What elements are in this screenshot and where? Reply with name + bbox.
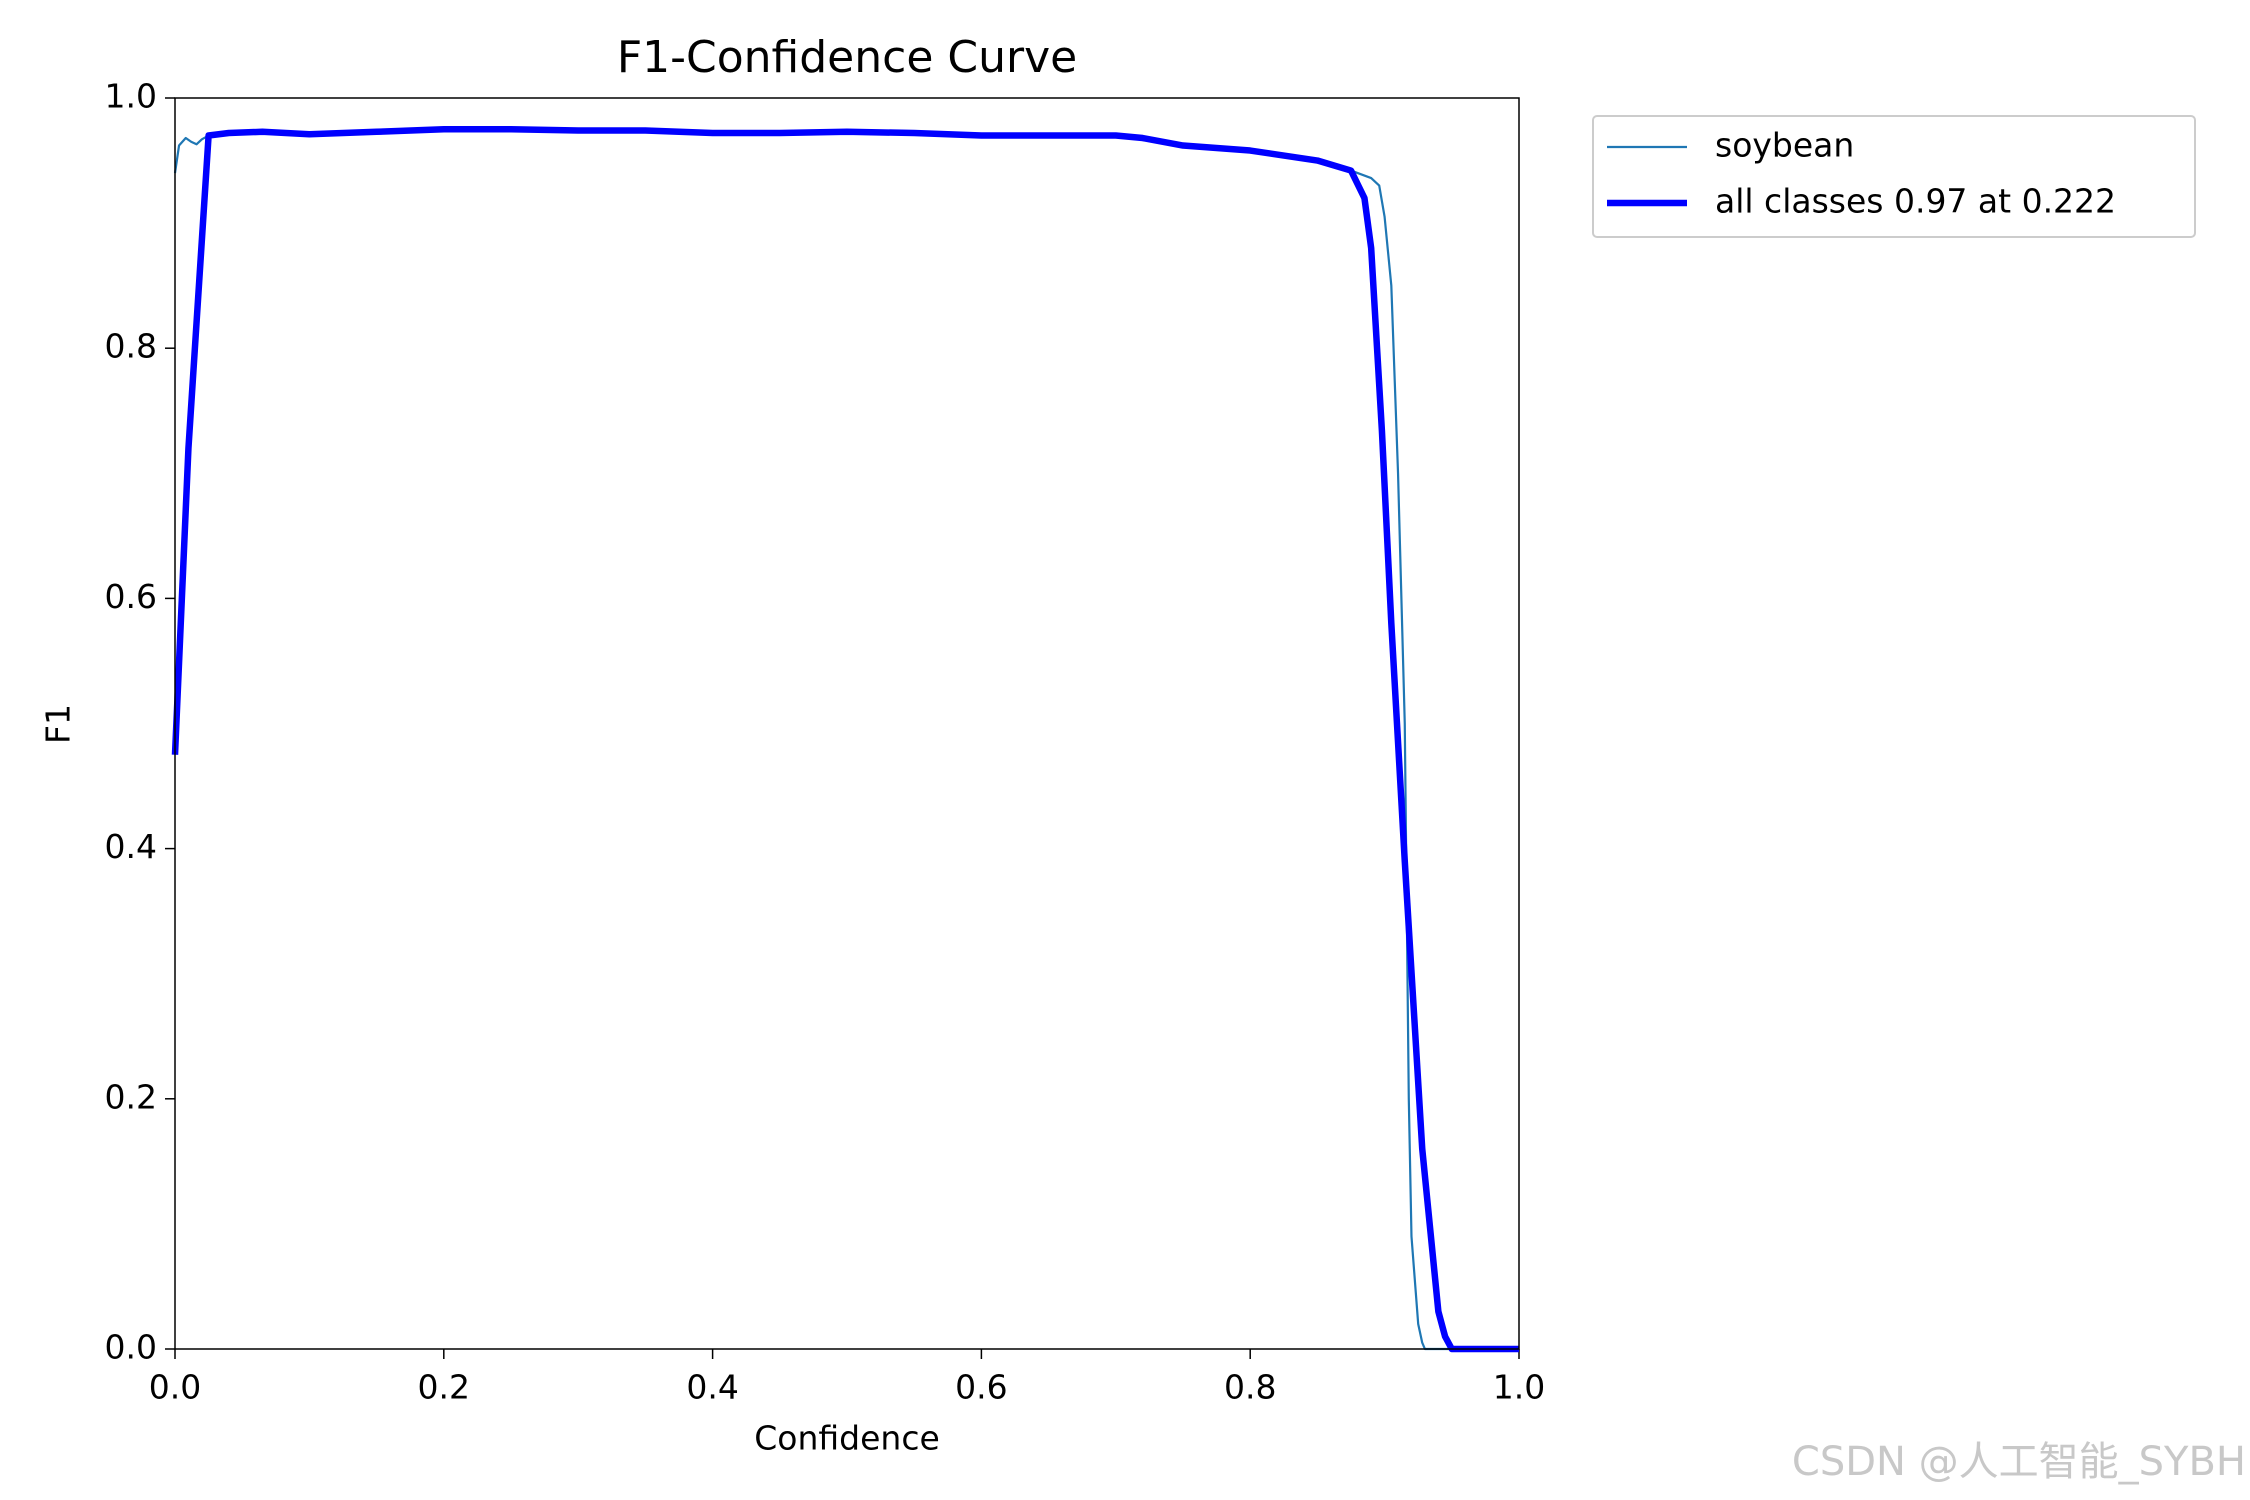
plot-frame bbox=[174, 97, 1520, 1350]
legend-label: soybean bbox=[1715, 126, 1854, 165]
legend-box bbox=[1592, 115, 2196, 238]
x-tick-label: 0.6 bbox=[955, 1368, 1007, 1407]
y-axis-label: F1 bbox=[39, 704, 78, 744]
y-tick-label: 1.0 bbox=[105, 77, 157, 116]
chart-title: F1-Confidence Curve bbox=[617, 32, 1077, 83]
y-tick-label: 0.0 bbox=[105, 1328, 157, 1367]
watermark: CSDN @人工智能_SYBH bbox=[1792, 1439, 2246, 1485]
series-line bbox=[171, 126, 1519, 1353]
y-tick-label: 0.8 bbox=[105, 327, 157, 366]
x-tick-label: 0.0 bbox=[149, 1368, 201, 1407]
y-tick-label: 0.6 bbox=[105, 577, 157, 616]
x-tick-label: 0.8 bbox=[1224, 1368, 1276, 1407]
x-tick-label: 0.2 bbox=[418, 1368, 470, 1407]
legend-label: all classes 0.97 at 0.222 bbox=[1715, 182, 2116, 221]
x-tick-label: 1.0 bbox=[1493, 1368, 1545, 1407]
x-axis-label: Confidence bbox=[754, 1419, 940, 1458]
y-tick-label: 0.4 bbox=[105, 827, 157, 866]
y-tick-label: 0.2 bbox=[105, 1077, 157, 1116]
x-tick-label: 0.4 bbox=[686, 1368, 738, 1407]
series-line bbox=[173, 128, 1519, 1351]
